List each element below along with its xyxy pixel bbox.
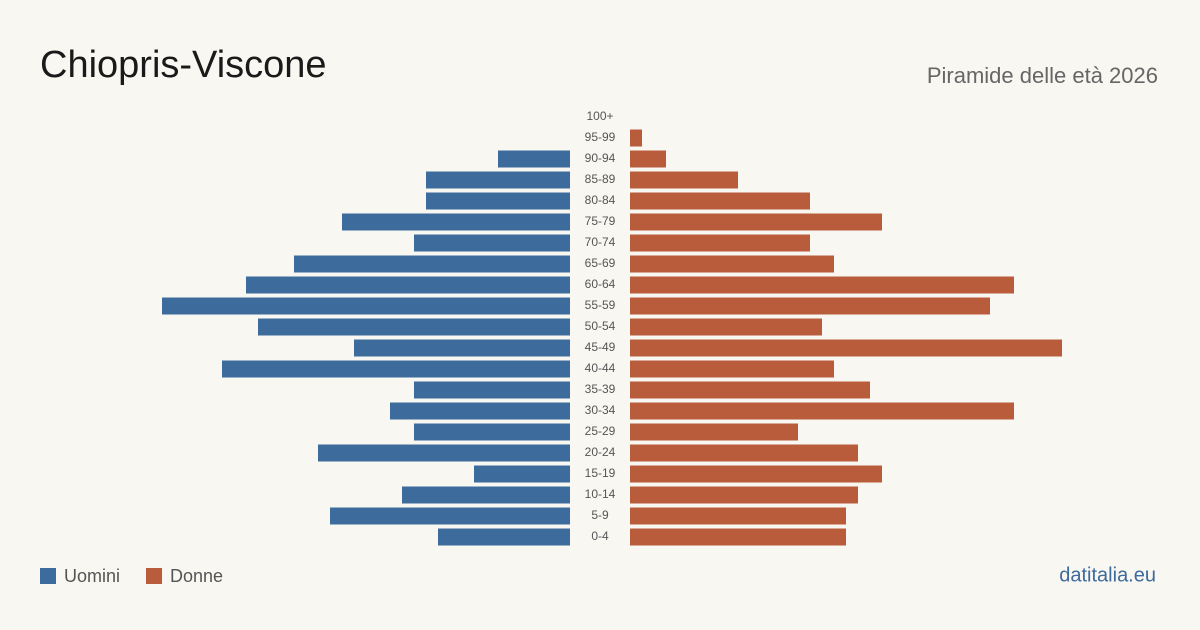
- age-label: 5-9: [591, 508, 609, 522]
- legend-swatch: [146, 568, 163, 584]
- bar: [630, 192, 810, 210]
- bar: [630, 129, 642, 147]
- bar: [318, 444, 570, 462]
- bar: [342, 213, 570, 231]
- age-label: 55-59: [585, 298, 616, 312]
- age-label: 95-99: [585, 130, 616, 144]
- age-label: 50-54: [585, 319, 616, 333]
- bar: [630, 150, 666, 168]
- bar: [354, 339, 570, 357]
- bar: [294, 255, 570, 273]
- legend-label: Donne: [170, 566, 223, 586]
- age-label: 70-74: [585, 235, 616, 249]
- bar: [630, 423, 798, 441]
- bar: [630, 255, 834, 273]
- bar: [630, 276, 1014, 294]
- bar: [414, 381, 570, 399]
- bar: [246, 276, 570, 294]
- bar: [258, 318, 570, 336]
- age-label: 35-39: [585, 382, 616, 396]
- bar: [330, 507, 570, 525]
- age-label: 75-79: [585, 214, 616, 228]
- age-label: 0-4: [591, 529, 609, 543]
- bar: [438, 528, 570, 546]
- bar: [630, 171, 738, 189]
- bar: [630, 381, 870, 399]
- bar: [630, 234, 810, 252]
- age-label: 25-29: [585, 424, 616, 438]
- bar: [630, 486, 858, 504]
- bar: [630, 297, 990, 315]
- age-label: 85-89: [585, 172, 616, 186]
- age-label: 15-19: [585, 466, 616, 480]
- bar: [426, 171, 570, 189]
- bar: [414, 234, 570, 252]
- bar: [390, 402, 570, 420]
- legend-label: Uomini: [64, 566, 120, 586]
- bar: [630, 213, 882, 231]
- bar: [630, 507, 846, 525]
- bar: [162, 297, 570, 315]
- bar: [630, 360, 834, 378]
- bar: [630, 318, 822, 336]
- age-label: 80-84: [585, 193, 616, 207]
- bar: [222, 360, 570, 378]
- bar: [630, 444, 858, 462]
- bar: [426, 192, 570, 210]
- age-label: 40-44: [585, 361, 616, 375]
- age-label: 100+: [586, 109, 613, 123]
- age-label: 65-69: [585, 256, 616, 270]
- bar: [402, 486, 570, 504]
- age-label: 45-49: [585, 340, 616, 354]
- chart-title: Chiopris-Viscone: [40, 44, 327, 86]
- legend-swatch: [40, 568, 56, 584]
- bar: [630, 339, 1062, 357]
- chart-subtitle: Piramide delle età 2026: [927, 63, 1158, 88]
- bar: [498, 150, 570, 168]
- age-label: 90-94: [585, 151, 616, 165]
- age-label: 60-64: [585, 277, 616, 291]
- bar: [630, 465, 882, 483]
- bar: [414, 423, 570, 441]
- bar: [474, 465, 570, 483]
- source: datitalia.eu: [1059, 564, 1156, 586]
- age-label: 10-14: [585, 487, 616, 501]
- bar: [630, 528, 846, 546]
- age-label: 30-34: [585, 403, 616, 417]
- age-label: 20-24: [585, 445, 616, 459]
- bar: [630, 402, 1014, 420]
